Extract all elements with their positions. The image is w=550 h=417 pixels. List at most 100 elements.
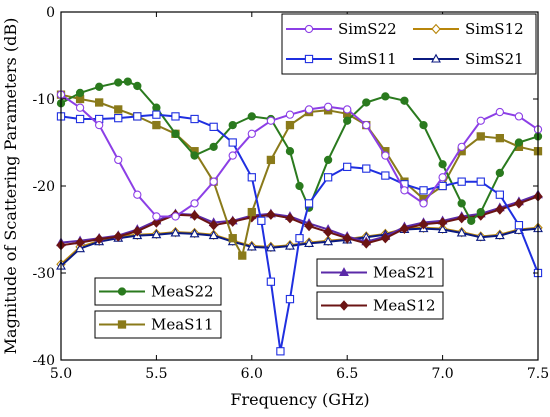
legend-marker (117, 287, 127, 296)
data-point-meas22 (419, 120, 428, 130)
series-sims22 (56, 90, 543, 221)
data-point-meas12 (75, 237, 85, 248)
legend-entry-meas11: MeaS11 (99, 316, 214, 334)
y-tick-label: 0 (46, 5, 55, 21)
data-point-meas11 (228, 234, 237, 243)
series-line-sims22 (60, 93, 539, 218)
legend-entry-meas22: MeaS22 (99, 283, 214, 301)
data-point-sims22 (190, 199, 199, 208)
data-point-sims11 (362, 164, 371, 173)
data-point-meas12 (361, 238, 372, 249)
data-point-meas22 (467, 216, 476, 225)
data-point-meas12 (304, 220, 314, 232)
data-point-sims11 (257, 216, 266, 225)
x-tick-label: 7.5 (527, 366, 549, 382)
data-point-sims11 (228, 138, 237, 147)
data-point-meas12 (285, 212, 295, 224)
data-point-meas11 (285, 120, 295, 130)
data-point-meas11 (495, 134, 504, 143)
x-tick-label: 5.0 (50, 366, 72, 382)
legend-entry-sims22: SimS22 (286, 20, 397, 38)
x-tick-label: 5.5 (145, 366, 167, 382)
data-point-meas12 (323, 226, 333, 238)
data-point-sims22 (133, 190, 142, 199)
data-point-sims22 (209, 177, 218, 186)
data-point-sims11 (514, 221, 524, 230)
data-point-meas22 (457, 199, 466, 208)
x-axis-label: Frequency (GHz) (230, 390, 369, 409)
data-point-sims11 (295, 234, 304, 243)
legend-label: SimS21 (465, 50, 524, 68)
data-point-meas12 (456, 212, 467, 224)
data-point-meas22 (343, 116, 352, 125)
y-tick-label: -10 (32, 92, 55, 108)
legend-label: MeaS12 (373, 297, 436, 315)
data-point-sims22 (228, 151, 237, 160)
data-point-meas11 (247, 207, 256, 217)
data-point-meas22 (75, 88, 85, 98)
data-point-meas22 (285, 147, 295, 156)
data-point-meas12 (113, 231, 123, 242)
y-tick-label: -40 (32, 353, 55, 369)
data-point-sims11 (247, 173, 256, 182)
data-point-sims22 (171, 212, 180, 221)
data-point-sims11 (171, 112, 180, 121)
legend-entry-meas21: MeaS21 (321, 264, 436, 282)
data-point-meas12 (132, 226, 143, 237)
data-point-sims22 (495, 107, 504, 117)
legend-label: MeaS11 (151, 316, 214, 334)
data-point-meas22 (228, 120, 237, 130)
data-point-sims11 (285, 294, 295, 304)
data-point-sims22 (476, 116, 485, 125)
legend-box: SimS22 SimS12 SimS11 SimS21 (281, 13, 537, 75)
data-point-sims21 (265, 242, 276, 252)
data-point-sims22 (114, 155, 123, 165)
legend-label: MeaS21 (373, 264, 436, 282)
legend-label: SimS12 (465, 20, 524, 38)
legend-entry-sims12: SimS12 (413, 20, 524, 38)
data-point-meas22 (514, 138, 524, 147)
data-point-sims22 (419, 199, 428, 208)
data-point-meas11 (266, 155, 276, 165)
data-point-meas22 (476, 207, 485, 217)
data-point-meas12 (266, 209, 276, 220)
data-point-sims22 (323, 102, 333, 111)
data-point-sims11 (75, 114, 85, 124)
data-point-sims22 (514, 112, 524, 121)
x-tick-label: 6.5 (336, 366, 358, 382)
series-line-meas22 (60, 80, 539, 222)
series-layer (56, 77, 543, 356)
data-point-meas12 (342, 232, 352, 244)
data-point-meas11 (95, 98, 104, 107)
data-point-meas22 (209, 142, 218, 151)
series-line-sims21 (60, 227, 539, 267)
data-point-meas22 (362, 98, 371, 107)
data-point-sims22 (95, 120, 104, 130)
data-point-sims11 (495, 190, 504, 199)
data-point-meas12 (94, 233, 104, 245)
legend-label: SimS22 (338, 20, 397, 38)
data-point-meas22 (400, 96, 409, 105)
data-point-sims11 (209, 122, 218, 131)
y-tick-label: -20 (32, 179, 55, 195)
data-point-meas22 (381, 92, 390, 101)
x-tick-label: 7.0 (431, 366, 453, 382)
legend-marker (117, 320, 127, 329)
data-point-meas22 (295, 181, 304, 191)
data-point-meas12 (437, 217, 448, 228)
data-point-meas12 (495, 204, 505, 215)
data-point-sims21 (208, 230, 219, 240)
data-point-meas22 (123, 77, 132, 86)
legend-label: MeaS22 (151, 283, 214, 301)
data-point-meas12 (399, 223, 410, 234)
data-point-sims11 (323, 173, 333, 182)
ticks-layer: 5.0 5.5 6.0 6.5 7.0 7.5 0 -10 -20 -30 -40 (32, 5, 549, 382)
legend-marker (304, 24, 314, 34)
legend-marker (339, 267, 349, 277)
data-point-sims11 (476, 177, 485, 186)
data-point-sims21 (246, 241, 257, 251)
data-point-meas22 (495, 168, 504, 178)
y-axis-label: Magnitude of Scattering Parameters (dB) (1, 18, 20, 355)
series-sims11 (56, 110, 543, 356)
data-point-sims22 (75, 103, 85, 112)
